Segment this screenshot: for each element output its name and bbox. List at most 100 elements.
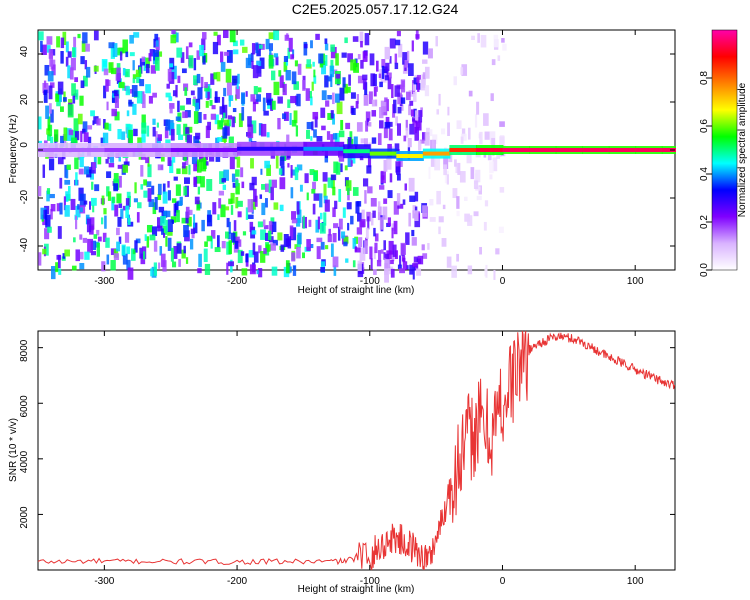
heatmap-cell xyxy=(266,132,270,138)
heatmap-cell xyxy=(385,253,390,259)
heatmap-cell xyxy=(388,240,394,255)
heatmap-cell xyxy=(129,52,135,57)
heatmap-cell xyxy=(177,200,183,207)
heatmap-cell xyxy=(186,134,193,145)
heatmap-cell xyxy=(67,185,71,200)
heatmap-cell xyxy=(83,75,88,87)
heatmap-cell xyxy=(394,250,398,260)
heatmap-cell xyxy=(114,111,120,121)
heatmap-cell xyxy=(209,155,215,162)
heatmap-cell xyxy=(467,127,471,140)
heatmap-cell xyxy=(308,90,312,99)
heatmap-cell xyxy=(124,232,130,243)
heatmap-cell xyxy=(43,209,46,219)
heatmap-cell xyxy=(260,251,266,263)
heatmap-cell xyxy=(185,206,190,218)
heatmap-cell xyxy=(314,116,318,128)
heatmap-cell xyxy=(441,238,447,247)
heatmap-cell xyxy=(197,186,201,195)
heatmap-cell xyxy=(67,65,71,79)
x-tick-label: -300 xyxy=(94,576,114,587)
heatmap-cell xyxy=(57,81,64,95)
heatmap-cell xyxy=(165,210,171,218)
heatmap-cell xyxy=(237,73,240,84)
heatmap-cell xyxy=(65,41,69,53)
heatmap-cell xyxy=(158,206,165,213)
heatmap-cell xyxy=(50,136,54,149)
heatmap-cell xyxy=(89,201,92,210)
heatmap-cell xyxy=(101,195,105,206)
x-tick-label: -100 xyxy=(360,276,380,287)
heatmap-cell xyxy=(373,269,377,275)
heatmap-cell xyxy=(58,268,62,275)
heatmap-cell xyxy=(268,43,273,51)
heatmap-cell xyxy=(345,86,351,93)
heatmap-cell xyxy=(148,95,153,104)
heatmap-cell xyxy=(80,130,83,143)
heatmap-cell xyxy=(60,37,65,49)
heatmap-cell xyxy=(111,108,118,117)
heatmap-cell xyxy=(150,65,156,74)
heatmap-cell xyxy=(183,83,189,91)
heatmap-cell xyxy=(380,100,387,113)
heatmap-cell xyxy=(265,38,270,50)
heatmap-cell xyxy=(313,69,316,78)
heatmap-cell xyxy=(122,253,128,265)
heatmap-cell xyxy=(422,41,429,55)
heatmap-cell xyxy=(172,90,177,97)
heatmap-cell xyxy=(122,67,126,76)
heatmap-cell xyxy=(280,165,285,176)
heatmap-cell xyxy=(226,82,232,96)
heatmap-cell xyxy=(312,111,319,120)
heatmap-cell xyxy=(354,58,358,68)
heatmap-cell xyxy=(173,176,178,181)
heatmap-cell xyxy=(346,202,352,210)
heatmap-cell xyxy=(129,34,134,44)
heatmap-cell xyxy=(126,259,131,270)
heatmap-cell xyxy=(248,54,252,66)
heatmap-cell xyxy=(347,187,350,196)
heatmap-cell xyxy=(411,117,417,122)
heatmap-cell xyxy=(139,79,145,87)
heatmap-cell xyxy=(466,152,472,164)
heatmap-cell xyxy=(259,194,263,199)
heatmap-cell xyxy=(156,217,163,229)
heatmap-cell xyxy=(96,242,101,257)
heatmap-cell xyxy=(253,188,257,202)
heatmap-cell xyxy=(238,113,243,128)
heatmap-cell xyxy=(411,40,414,52)
heatmap-cell xyxy=(108,42,115,49)
heatmap-cell xyxy=(399,255,402,266)
heatmap-cell xyxy=(316,246,321,260)
heatmap-cell xyxy=(351,153,356,164)
heatmap-cell xyxy=(311,81,314,91)
heatmap-cell xyxy=(96,118,101,126)
heatmap-cell xyxy=(394,85,400,97)
heatmap-cell xyxy=(220,204,226,218)
heatmap-cell xyxy=(232,182,236,188)
heatmap-cell xyxy=(256,94,262,102)
heatmap-cell xyxy=(352,187,359,196)
heatmap-cell xyxy=(426,127,430,135)
heatmap-cell xyxy=(217,137,223,142)
heatmap-cell xyxy=(268,179,272,194)
heatmap-cell xyxy=(442,204,446,210)
heatmap-cell xyxy=(228,221,231,234)
heatmap-cell xyxy=(413,91,417,102)
heatmap-cell xyxy=(287,99,291,108)
heatmap-cell xyxy=(146,125,150,137)
heatmap-cell xyxy=(145,157,149,164)
heatmap-cell xyxy=(84,251,90,260)
heatmap-cell xyxy=(110,248,117,256)
heatmap-cell xyxy=(417,78,420,92)
heatmap-cell xyxy=(77,33,81,39)
heatmap-cell xyxy=(240,251,245,256)
heatmap-cell xyxy=(270,186,274,201)
heatmap-cell xyxy=(131,85,138,97)
heatmap-cell xyxy=(157,194,162,201)
heatmap-cell xyxy=(364,240,369,254)
heatmap-cell xyxy=(43,80,47,88)
heatmap-cell xyxy=(73,237,76,243)
heatmap-cell xyxy=(193,58,197,71)
heatmap-cell xyxy=(296,201,300,215)
